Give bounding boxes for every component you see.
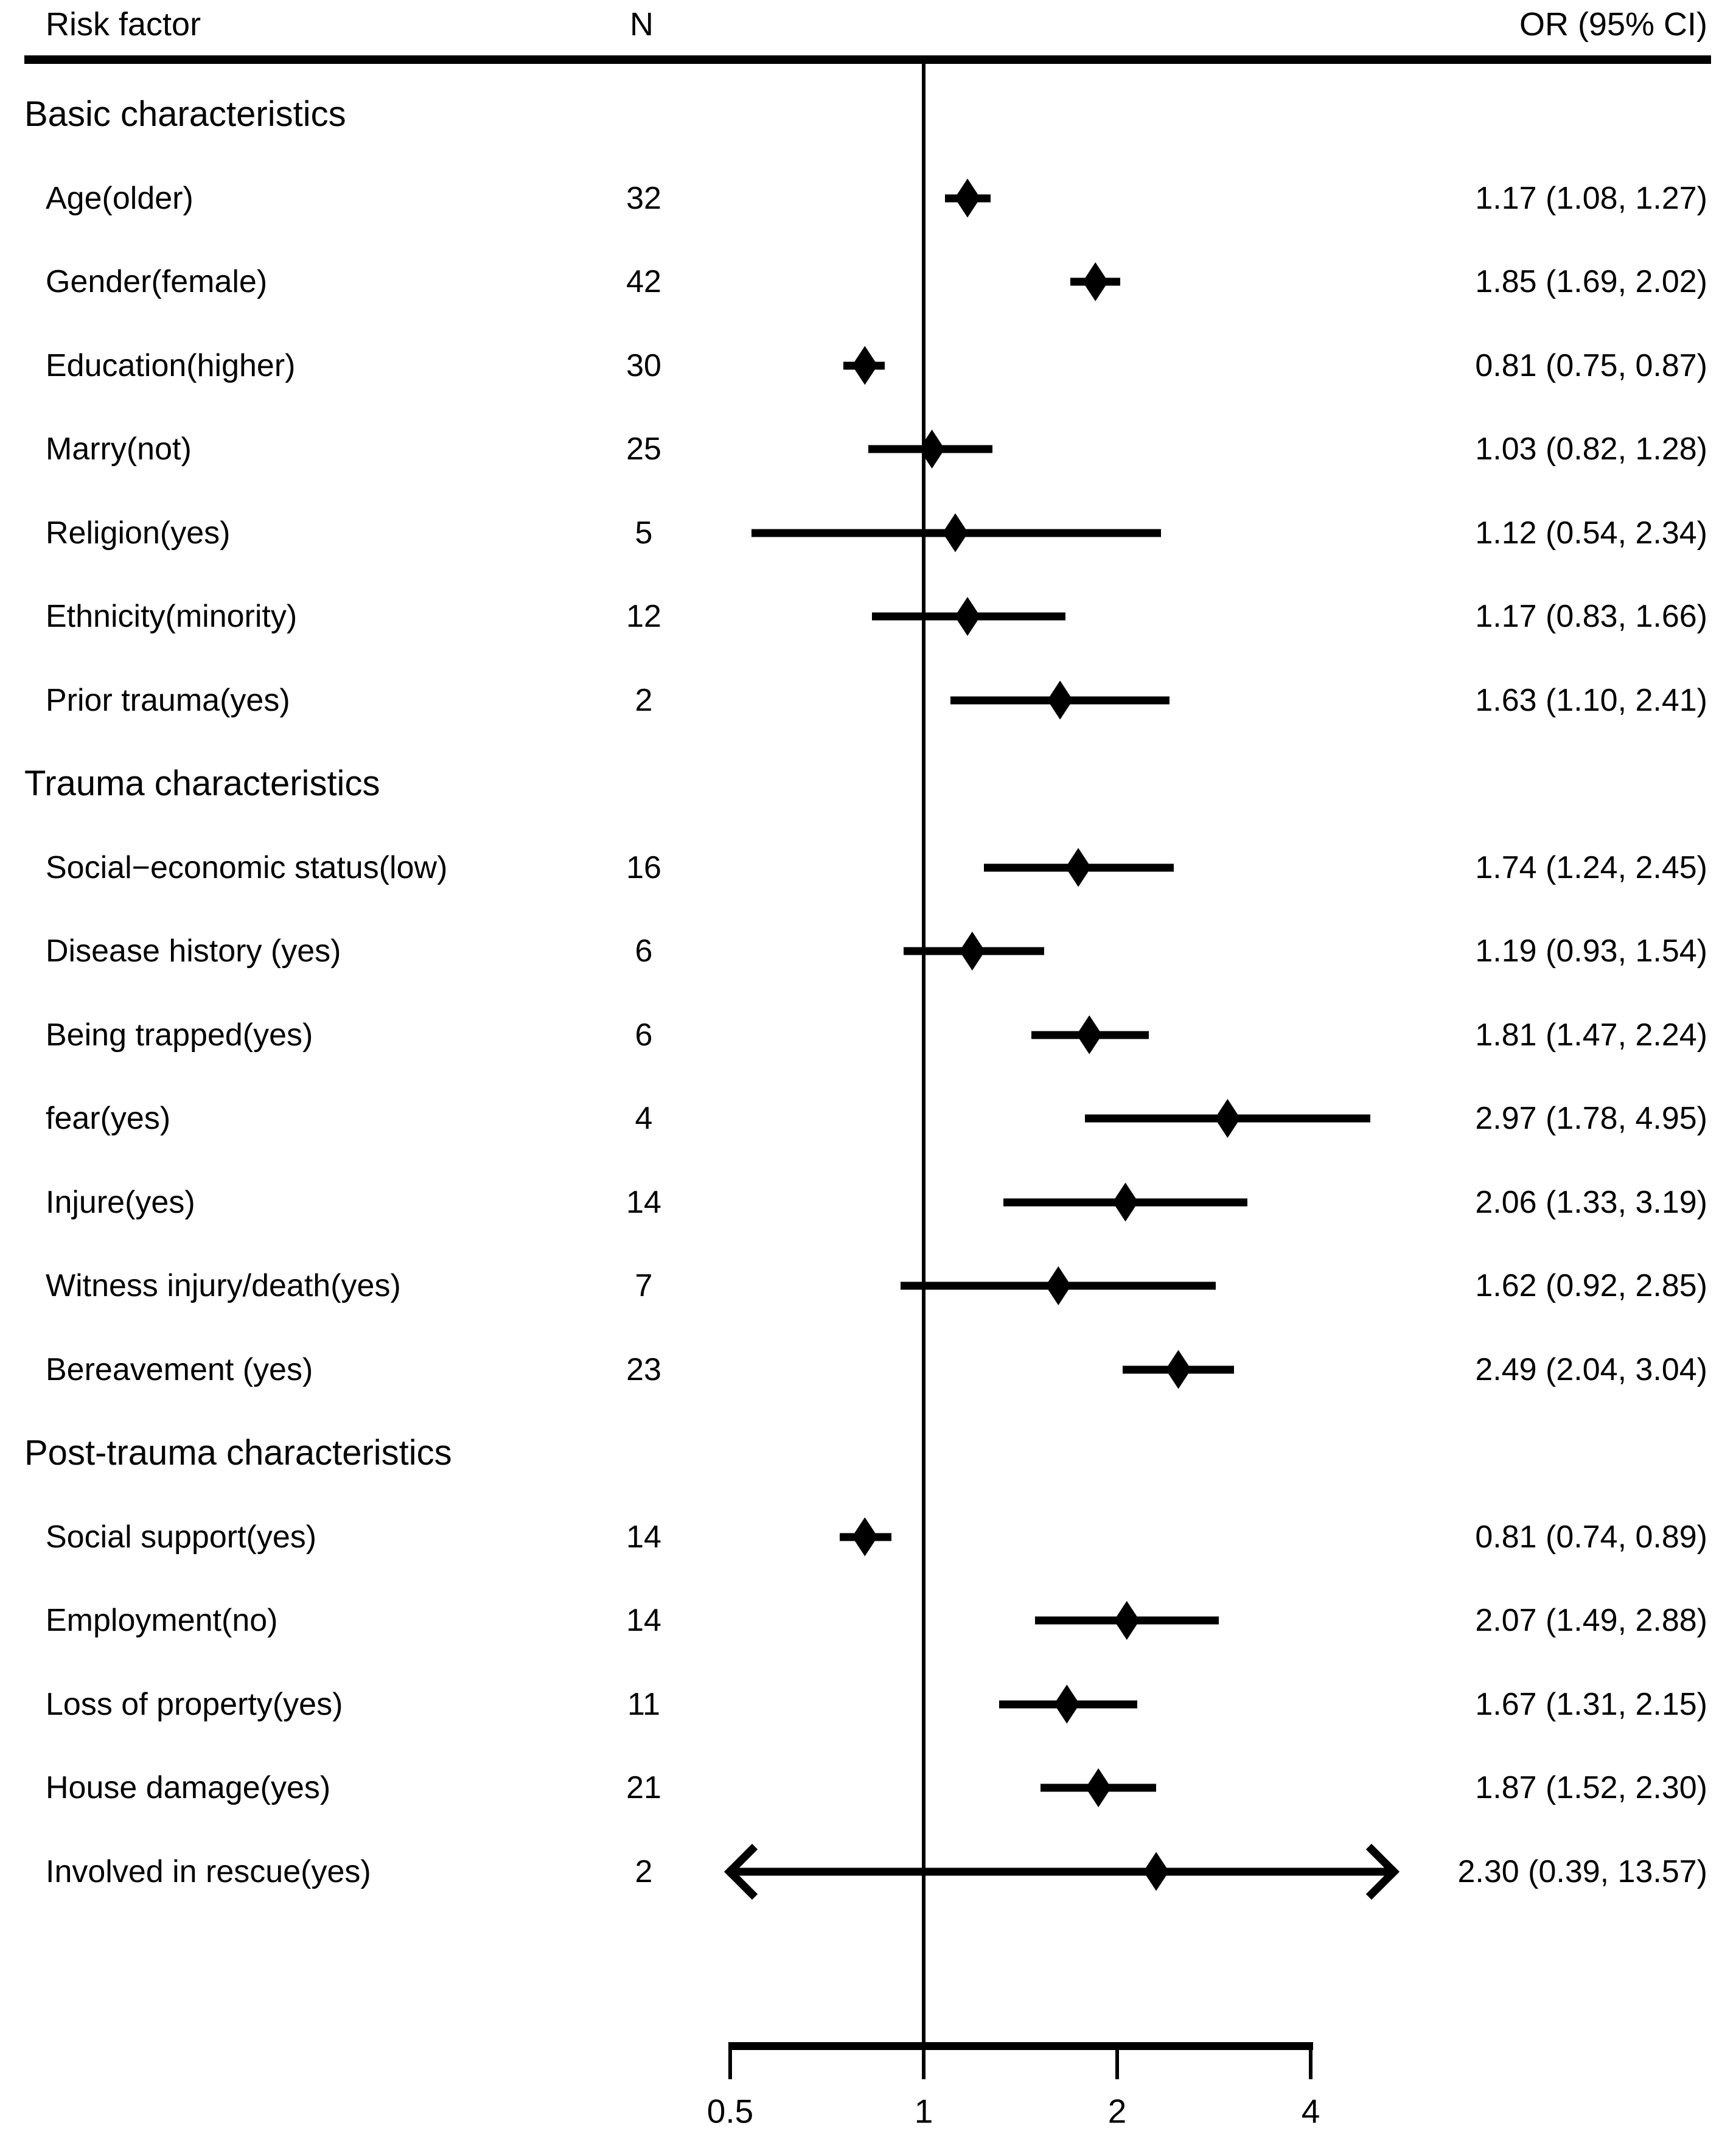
or-ci-value: 1.74 (1.24, 2.45) — [1475, 849, 1707, 885]
or-point-diamond — [1065, 848, 1092, 887]
or-ci-value: 1.17 (0.83, 1.66) — [1475, 599, 1707, 634]
risk-factor-label: Witness injury/death(yes) — [46, 1268, 401, 1303]
n-value: 25 — [626, 431, 661, 467]
risk-factor-label: Bereavement (yes) — [46, 1351, 313, 1387]
n-value: 14 — [626, 1519, 661, 1555]
header-rule — [24, 55, 1711, 64]
section-header: Post-trauma characteristics — [24, 1433, 452, 1473]
or-ci-value: 1.67 (1.31, 2.15) — [1475, 1686, 1707, 1722]
risk-factor-label: Gender(female) — [46, 264, 268, 299]
or-ci-value: 1.63 (1.10, 2.41) — [1475, 682, 1707, 718]
x-axis-tick-label: 2 — [1107, 2092, 1127, 2130]
risk-factor-label: fear(yes) — [46, 1101, 171, 1136]
or-ci-value: 1.03 (0.82, 1.28) — [1475, 431, 1707, 467]
or-ci-value: 1.87 (1.52, 2.30) — [1475, 1770, 1707, 1805]
reference-line-or-1 — [922, 60, 926, 2046]
or-point-diamond — [1054, 1684, 1080, 1724]
section-header: Trauma characteristics — [24, 764, 380, 803]
risk-factor-label: House damage(yes) — [46, 1770, 331, 1805]
or-ci-value: 1.62 (0.92, 2.85) — [1475, 1268, 1707, 1303]
risk-factor-label: Age(older) — [46, 180, 193, 216]
risk-factor-label: Marry(not) — [46, 431, 192, 467]
n-value: 6 — [635, 1017, 653, 1053]
risk-factor-label: Social support(yes) — [46, 1519, 317, 1555]
or-point-diamond — [1045, 1266, 1072, 1305]
risk-factor-label: Prior trauma(yes) — [46, 682, 290, 718]
x-axis-tick — [922, 2046, 926, 2079]
n-value: 6 — [635, 933, 653, 969]
or-point-diamond — [1047, 680, 1073, 720]
or-ci-value: 2.06 (1.33, 3.19) — [1475, 1184, 1707, 1220]
column-header-or-ci: OR (95% CI) — [1519, 6, 1707, 43]
n-value: 14 — [626, 1184, 661, 1220]
or-point-diamond — [852, 346, 878, 385]
or-point-diamond — [942, 513, 968, 553]
n-value: 16 — [626, 849, 661, 885]
risk-factor-label: Loss of property(yes) — [46, 1686, 343, 1722]
x-axis-tick-label: 4 — [1301, 2092, 1320, 2130]
x-axis-tick-label: 1 — [914, 2092, 933, 2130]
x-axis-tick — [1309, 2046, 1312, 2079]
or-ci-value: 1.17 (1.08, 1.27) — [1475, 180, 1707, 216]
ci-arrow-right — [1344, 1843, 1400, 1900]
column-header-risk-factor: Risk factor — [46, 6, 201, 43]
n-value: 2 — [635, 1853, 653, 1889]
x-axis-tick — [1115, 2046, 1119, 2079]
column-header-n: N — [630, 6, 654, 43]
n-value: 2 — [635, 682, 653, 718]
or-ci-value: 2.49 (2.04, 3.04) — [1475, 1351, 1707, 1387]
or-ci-value: 1.81 (1.47, 2.24) — [1475, 1017, 1707, 1053]
section-header: Basic characteristics — [24, 94, 346, 134]
or-ci-value: 1.85 (1.69, 2.02) — [1475, 264, 1707, 299]
n-value: 30 — [626, 347, 661, 383]
confidence-interval-bar — [730, 1867, 1393, 1875]
x-axis-tick — [728, 2046, 732, 2079]
x-axis-line — [728, 2042, 1313, 2050]
risk-factor-label: Social−economic status(low) — [46, 849, 448, 885]
or-ci-value: 2.30 (0.39, 13.57) — [1457, 1853, 1707, 1889]
or-ci-value: 0.81 (0.74, 0.89) — [1475, 1519, 1707, 1555]
or-point-diamond — [1112, 1182, 1138, 1222]
or-ci-value: 1.19 (0.93, 1.54) — [1475, 933, 1707, 969]
or-point-diamond — [1165, 1350, 1191, 1389]
or-point-diamond — [1215, 1099, 1241, 1138]
or-ci-value: 2.97 (1.78, 4.95) — [1475, 1101, 1707, 1136]
or-point-diamond — [1143, 1852, 1170, 1891]
or-ci-value: 2.07 (1.49, 2.88) — [1475, 1603, 1707, 1638]
n-value: 12 — [626, 599, 661, 634]
n-value: 32 — [626, 180, 661, 216]
x-axis-tick-label: 0.5 — [706, 2092, 754, 2130]
ci-arrow-left — [724, 1843, 780, 1900]
or-point-diamond — [1076, 1015, 1103, 1055]
n-value: 4 — [635, 1101, 653, 1136]
or-point-diamond — [1114, 1601, 1140, 1640]
n-value: 21 — [626, 1770, 661, 1805]
or-point-diamond — [1086, 1768, 1112, 1807]
n-value: 7 — [635, 1268, 653, 1303]
or-ci-value: 1.12 (0.54, 2.34) — [1475, 515, 1707, 551]
risk-factor-label: Being trapped(yes) — [46, 1017, 313, 1053]
risk-factor-label: Ethnicity(minority) — [46, 599, 298, 634]
n-value: 14 — [626, 1603, 661, 1638]
or-point-diamond — [955, 597, 981, 636]
or-point-diamond — [1082, 262, 1109, 301]
or-point-diamond — [955, 178, 981, 218]
or-point-diamond — [852, 1517, 878, 1557]
n-value: 42 — [626, 264, 661, 299]
risk-factor-label: Education(higher) — [46, 347, 296, 383]
or-ci-value: 0.81 (0.75, 0.87) — [1475, 347, 1707, 383]
n-value: 5 — [635, 515, 653, 551]
risk-factor-label: Involved in rescue(yes) — [46, 1853, 371, 1889]
risk-factor-label: Injure(yes) — [46, 1184, 195, 1220]
risk-factor-label: Disease history (yes) — [46, 933, 341, 969]
n-value: 11 — [627, 1686, 660, 1722]
risk-factor-label: Religion(yes) — [46, 515, 231, 551]
or-point-diamond — [959, 932, 985, 971]
risk-factor-label: Employment(no) — [46, 1603, 278, 1638]
n-value: 23 — [626, 1351, 661, 1387]
